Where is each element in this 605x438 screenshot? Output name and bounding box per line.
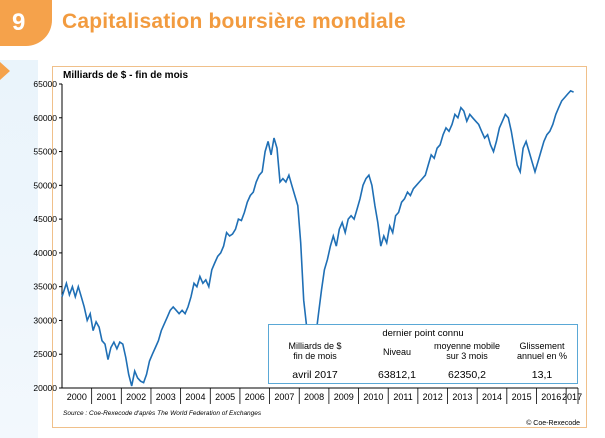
y-tick-label: 30000 xyxy=(33,315,57,325)
x-tick-label: 2003 xyxy=(156,392,176,402)
x-tick-label: 2016 xyxy=(541,392,561,402)
y-tick-label: 25000 xyxy=(33,349,57,359)
last-point-date: avril 2017 xyxy=(292,369,338,381)
badge-number: 9 xyxy=(12,9,26,36)
niveau-value: 63812,1 xyxy=(378,369,416,381)
source-note: Source : Coe-Rexecode d'après The World … xyxy=(63,410,262,417)
x-tick-label: 2002 xyxy=(126,392,146,402)
copyright-credit: © Coe-Rexecode xyxy=(526,419,580,427)
glissement-header-line2: annuel en % xyxy=(516,351,568,361)
x-tick-label: 2004 xyxy=(185,392,205,402)
y-tick-label: 50000 xyxy=(33,180,57,190)
x-tick-label: 2012 xyxy=(423,392,443,402)
y-tick-label: 55000 xyxy=(33,147,57,157)
x-tick-label: 2005 xyxy=(215,392,235,402)
x-tick-label: 2015 xyxy=(512,392,532,402)
unit-label-line1: Milliards de $ xyxy=(288,341,342,351)
glissement-header-line1: Glissement xyxy=(519,341,565,351)
moyenne-header-line2: sur 3 mois xyxy=(446,351,488,361)
x-tick-label: 2008 xyxy=(304,392,324,402)
unit-label-line2: fin de mois xyxy=(293,351,337,361)
section-number-badge: 9 xyxy=(0,0,52,46)
x-tick-label: 2013 xyxy=(452,392,472,402)
x-tick-label: 2000 xyxy=(67,392,87,402)
decorative-orange-marker xyxy=(0,62,10,80)
x-tick-label: 2006 xyxy=(245,392,265,402)
x-tick-label: 2017 xyxy=(562,392,582,402)
y-axis-label: Milliards de $ - fin de mois xyxy=(63,70,188,81)
y-tick-label: 20000 xyxy=(33,383,57,393)
x-tick-label: 2010 xyxy=(363,392,383,402)
niveau-header: Niveau xyxy=(382,347,411,357)
x-tick-label: 2001 xyxy=(96,392,116,402)
x-tick-label: 2014 xyxy=(482,392,502,402)
y-tick-label: 45000 xyxy=(33,214,57,224)
series-line xyxy=(61,89,574,387)
glissement-value: 13,1 xyxy=(531,369,553,381)
decorative-side-band xyxy=(0,60,38,438)
page-title: Capitalisation boursière mondiale xyxy=(62,10,406,33)
last-point-box: dernier point connu Milliards de $ fin d… xyxy=(268,324,578,384)
x-tick-label: 2009 xyxy=(334,392,354,402)
glissement-header: Glissement annuel en % xyxy=(507,341,577,361)
y-tick-label: 35000 xyxy=(33,282,57,292)
y-tick-label: 40000 xyxy=(33,248,57,258)
moyenne-header: moyenne mobile sur 3 mois xyxy=(427,341,507,361)
unit-label: Milliards de $ fin de mois xyxy=(275,341,355,361)
y-tick-label: 65000 xyxy=(33,79,57,89)
x-tick-label: 2007 xyxy=(274,392,294,402)
moyenne-header-line1: moyenne mobile xyxy=(433,341,501,351)
moyenne-value: 62350,2 xyxy=(448,369,486,381)
y-tick-label: 60000 xyxy=(33,113,57,123)
last-point-heading: dernier point connu xyxy=(382,328,464,339)
x-tick-label: 2011 xyxy=(393,392,412,402)
